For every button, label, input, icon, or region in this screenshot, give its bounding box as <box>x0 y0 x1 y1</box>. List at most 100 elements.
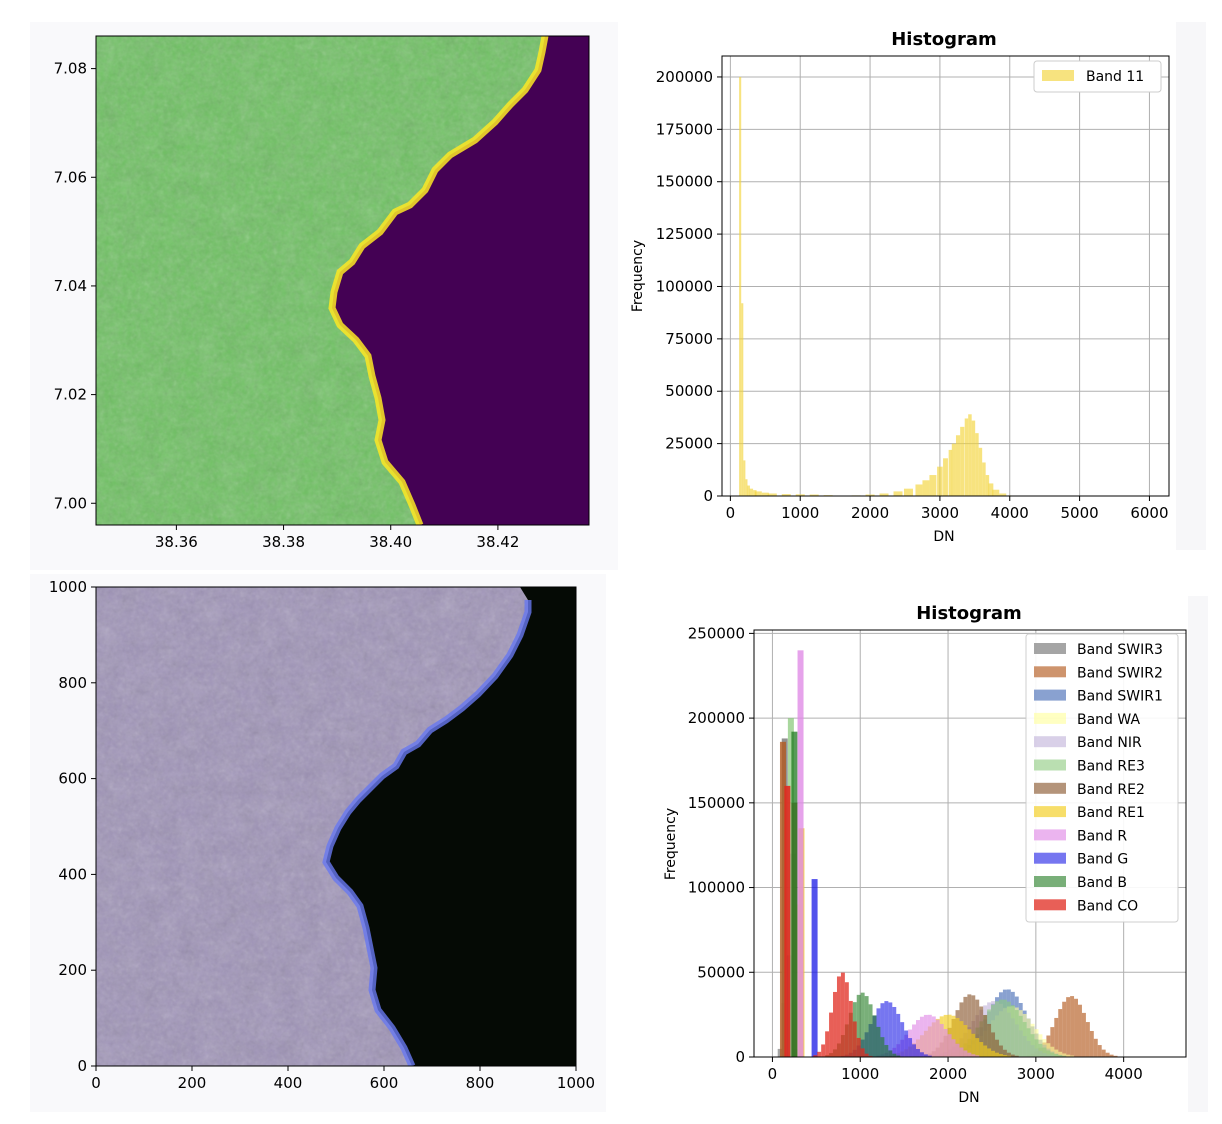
histogram-bar <box>982 462 986 496</box>
histogram-bar <box>959 1047 964 1057</box>
histogram-bar <box>860 992 865 1057</box>
y-axis-label: Frequency <box>663 808 679 880</box>
histogram-bar <box>919 1052 924 1057</box>
composite-water <box>326 587 576 1066</box>
histogram-bar <box>872 1015 877 1057</box>
shoreline <box>328 36 549 525</box>
histogram-bar <box>1066 1054 1071 1057</box>
histogram-bar <box>929 475 937 496</box>
histogram-bar <box>971 1033 976 1057</box>
histogram-bar <box>896 1055 901 1057</box>
histogram-bar <box>888 1002 893 1057</box>
histogram-bar <box>951 1015 956 1057</box>
legend-label: Band CO <box>1077 898 1138 914</box>
x-tick-label: 5000 <box>1061 504 1099 522</box>
y-tick-label: 7.02 <box>54 386 87 404</box>
histogram-bar <box>836 976 841 1057</box>
histogram-bar <box>1097 1045 1102 1057</box>
y-tick-label: 7.06 <box>54 168 87 186</box>
legend-swatch <box>1034 806 1066 818</box>
histogram-bar <box>915 484 923 496</box>
y-tick-label: 400 <box>58 865 87 883</box>
y-tick-label: 0 <box>77 1057 87 1075</box>
histogram-bar <box>1093 1038 1098 1057</box>
histogram-bar <box>864 996 869 1057</box>
histogram-bar <box>971 995 976 1057</box>
histogram-bar <box>927 1055 932 1057</box>
x-tick-label: 3000 <box>1017 1065 1055 1083</box>
histogram-bar <box>833 991 837 1057</box>
histogram-bar <box>912 1024 916 1057</box>
histogram-bar <box>865 494 875 496</box>
legend-swatch <box>1034 899 1066 911</box>
histogram-bar <box>979 1042 984 1057</box>
histogram-bar <box>1018 1015 1023 1057</box>
histogram-bar <box>985 475 990 496</box>
y-tick-label: 150000 <box>688 794 745 812</box>
panel-bottom-right-strip <box>1188 596 1208 1112</box>
histogram-bar <box>1042 1047 1047 1057</box>
histogram-bar <box>856 1037 861 1057</box>
histogram-bar <box>1058 1051 1063 1057</box>
legend-label: Band NIR <box>1077 735 1142 751</box>
histogram-bar <box>880 1003 885 1057</box>
histogram-bar <box>892 1053 897 1057</box>
histogram-bar <box>916 1020 920 1057</box>
legend-swatch <box>1034 876 1066 887</box>
histogram-bar <box>739 76 742 496</box>
x-tick-label: 2000 <box>929 1065 967 1083</box>
histogram-bar <box>935 1019 940 1057</box>
histogram-title: Histogram <box>891 29 997 50</box>
histogram-spike <box>811 879 818 1057</box>
histogram-bar <box>754 491 762 496</box>
composite-shoreline <box>322 600 532 1066</box>
histogram-bar <box>1034 1039 1039 1057</box>
histogram-bar <box>937 466 943 496</box>
histogram-bar <box>1014 1055 1019 1057</box>
histogram-bar <box>781 494 791 496</box>
histogram-bar <box>884 1045 889 1057</box>
histogram-spike <box>797 650 804 1057</box>
x-tick-label: 200 <box>178 1074 207 1092</box>
series-band-r <box>797 650 980 1057</box>
histogram-bar <box>813 1055 818 1057</box>
histogram-bar <box>967 1052 972 1057</box>
histogram-bar <box>868 1055 873 1057</box>
histogram-bar <box>912 1044 916 1057</box>
histogram-bar <box>852 1021 857 1057</box>
histogram-bar <box>998 999 1003 1057</box>
histogram-bar <box>923 1054 928 1057</box>
ticks: 0 1000 2000 3000 4000 0 50000 100000 150000 20000… <box>688 624 1143 1083</box>
histogram-bar <box>1070 1055 1075 1057</box>
histogram-bar <box>1046 1050 1051 1057</box>
y-tick-label: 200000 <box>688 709 745 727</box>
histogram-spike <box>787 718 794 1057</box>
histogram-bar <box>809 494 819 496</box>
histogram-bar <box>1050 1027 1055 1057</box>
legend-label: Band RE2 <box>1077 782 1145 798</box>
histogram-bar <box>991 1032 996 1057</box>
histogram-bar <box>1109 1054 1114 1057</box>
histogram-bar <box>1078 1004 1082 1057</box>
legend-box <box>1025 633 1179 923</box>
x-tick-label: 400 <box>274 1074 303 1092</box>
histogram-bar <box>1054 1049 1059 1057</box>
histogram-bar <box>983 1014 988 1057</box>
histogram-bar <box>947 1034 952 1057</box>
bars <box>739 76 1012 496</box>
histogram-bar <box>1085 1022 1090 1057</box>
histogram-bar <box>967 1029 972 1057</box>
histogram-bar <box>995 1052 999 1057</box>
histogram-bar <box>995 1001 999 1057</box>
y-tick-label: 100000 <box>688 879 745 897</box>
bars <box>777 650 1118 1057</box>
histogram-bar <box>1010 1005 1015 1057</box>
y-axis-label: Frequency <box>630 240 646 312</box>
histogram-bar <box>749 488 754 496</box>
histogram-bar <box>900 1022 905 1057</box>
histogram-bar <box>777 1048 782 1057</box>
legend-swatch <box>1034 852 1066 864</box>
y-tick-label: 7.04 <box>54 277 87 295</box>
y-tick-label: 0 <box>703 487 713 505</box>
histogram-bar <box>978 447 983 496</box>
